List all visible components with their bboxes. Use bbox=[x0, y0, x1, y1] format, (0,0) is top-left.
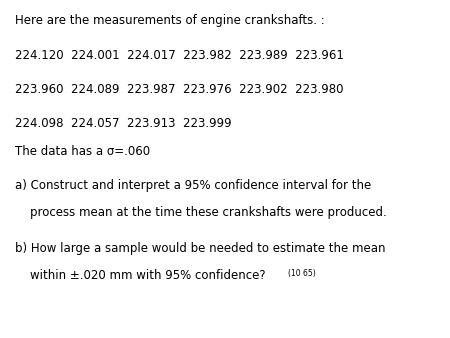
Text: a) Construct and interpret a 95% confidence interval for the: a) Construct and interpret a 95% confide… bbox=[15, 179, 371, 192]
Text: (10 65): (10 65) bbox=[288, 269, 316, 278]
Text: The data has a σ=.060: The data has a σ=.060 bbox=[15, 145, 150, 158]
Text: process mean at the time these crankshafts were produced.: process mean at the time these crankshaf… bbox=[15, 206, 387, 219]
Text: 224.098  224.057  223.913  223.999: 224.098 224.057 223.913 223.999 bbox=[15, 117, 231, 129]
Text: 223.960  224.089  223.987  223.976  223.902  223.980: 223.960 224.089 223.987 223.976 223.902 … bbox=[15, 83, 343, 96]
Text: Here are the measurements of engine crankshafts. :: Here are the measurements of engine cran… bbox=[15, 14, 324, 27]
Text: 224.120  224.001  224.017  223.982  223.989  223.961: 224.120 224.001 224.017 223.982 223.989 … bbox=[15, 49, 344, 62]
Text: within ±.020 mm with 95% confidence?: within ±.020 mm with 95% confidence? bbox=[15, 269, 266, 282]
Text: b) How large a sample would be needed to estimate the mean: b) How large a sample would be needed to… bbox=[15, 242, 385, 255]
